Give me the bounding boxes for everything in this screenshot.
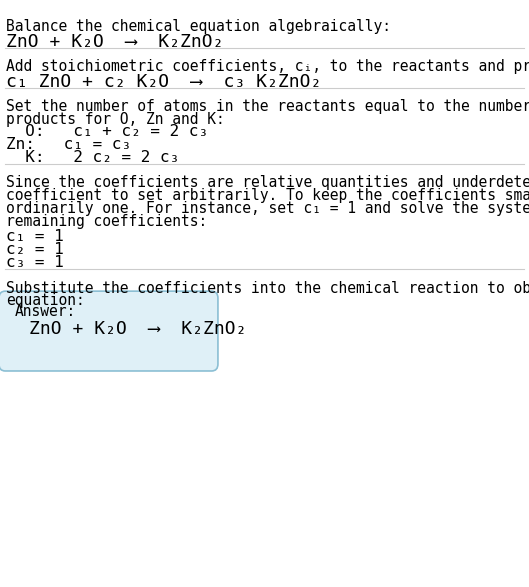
Text: Zn:   c₁ = c₃: Zn: c₁ = c₃ bbox=[6, 137, 132, 153]
Text: products for O, Zn and K:: products for O, Zn and K: bbox=[6, 112, 225, 127]
Text: Set the number of atoms in the reactants equal to the number of atoms in the: Set the number of atoms in the reactants… bbox=[6, 99, 529, 114]
Text: coefficient to set arbitrarily. To keep the coefficients small, the arbitrary va: coefficient to set arbitrarily. To keep … bbox=[6, 188, 529, 203]
Text: c₃ = 1: c₃ = 1 bbox=[6, 255, 64, 270]
Text: c₂ = 1: c₂ = 1 bbox=[6, 242, 64, 257]
Text: Answer:: Answer: bbox=[15, 304, 76, 319]
Text: equation:: equation: bbox=[6, 294, 85, 309]
Text: c₁ ZnO + c₂ K₂O  ⟶  c₃ K₂ZnO₂: c₁ ZnO + c₂ K₂O ⟶ c₃ K₂ZnO₂ bbox=[6, 73, 322, 92]
Text: remaining coefficients:: remaining coefficients: bbox=[6, 214, 207, 229]
Text: Add stoichiometric coefficients, cᵢ, to the reactants and products:: Add stoichiometric coefficients, cᵢ, to … bbox=[6, 59, 529, 74]
Text: Since the coefficients are relative quantities and underdetermined, choose a: Since the coefficients are relative quan… bbox=[6, 175, 529, 190]
FancyBboxPatch shape bbox=[0, 291, 218, 371]
Text: K:   2 c₂ = 2 c₃: K: 2 c₂ = 2 c₃ bbox=[6, 150, 180, 166]
Text: ZnO + K₂O  ⟶  K₂ZnO₂: ZnO + K₂O ⟶ K₂ZnO₂ bbox=[29, 320, 247, 338]
Text: ZnO + K₂O  ⟶  K₂ZnO₂: ZnO + K₂O ⟶ K₂ZnO₂ bbox=[6, 33, 224, 52]
Text: Balance the chemical equation algebraically:: Balance the chemical equation algebraica… bbox=[6, 19, 391, 34]
Text: ordinarily one. For instance, set c₁ = 1 and solve the system of equations for t: ordinarily one. For instance, set c₁ = 1… bbox=[6, 201, 529, 216]
Text: c₁ = 1: c₁ = 1 bbox=[6, 229, 64, 244]
Text: O:   c₁ + c₂ = 2 c₃: O: c₁ + c₂ = 2 c₃ bbox=[6, 124, 208, 140]
Text: Substitute the coefficients into the chemical reaction to obtain the balanced: Substitute the coefficients into the che… bbox=[6, 281, 529, 296]
